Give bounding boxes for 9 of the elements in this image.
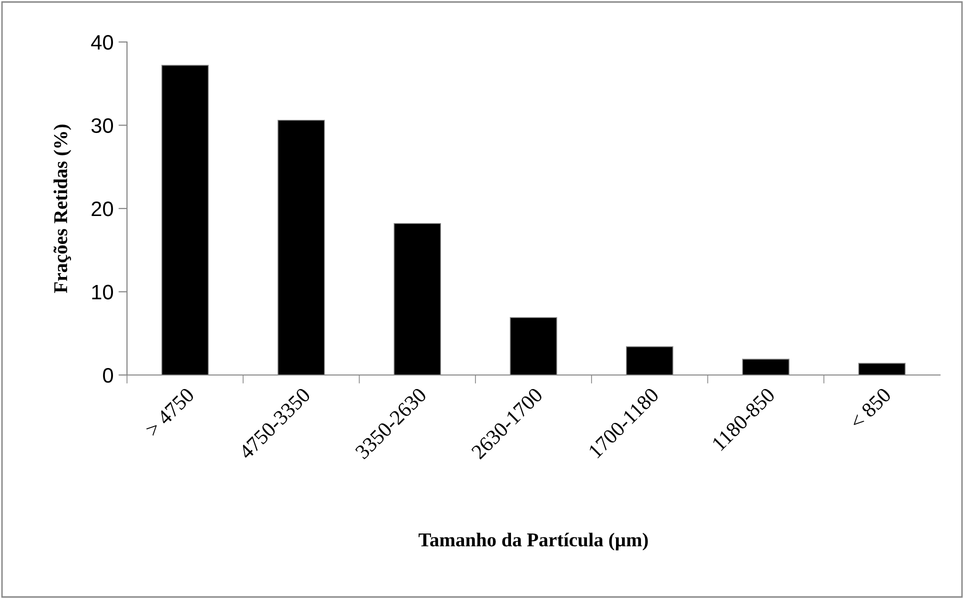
x-axis-title: Tamanho da Partícula (µm): [418, 532, 648, 550]
y-tick-label: 0: [103, 368, 113, 383]
x-tick-label: < 850: [849, 387, 892, 430]
y-tick-label: 40: [91, 35, 113, 50]
y-tick-label: 20: [92, 202, 113, 216]
y-axis-title: Frações Retidas (%): [54, 124, 72, 293]
y-tick-label: 10: [92, 284, 113, 300]
y-tick-label: 30: [91, 118, 113, 134]
x-tick-label: > 4750: [144, 387, 195, 438]
